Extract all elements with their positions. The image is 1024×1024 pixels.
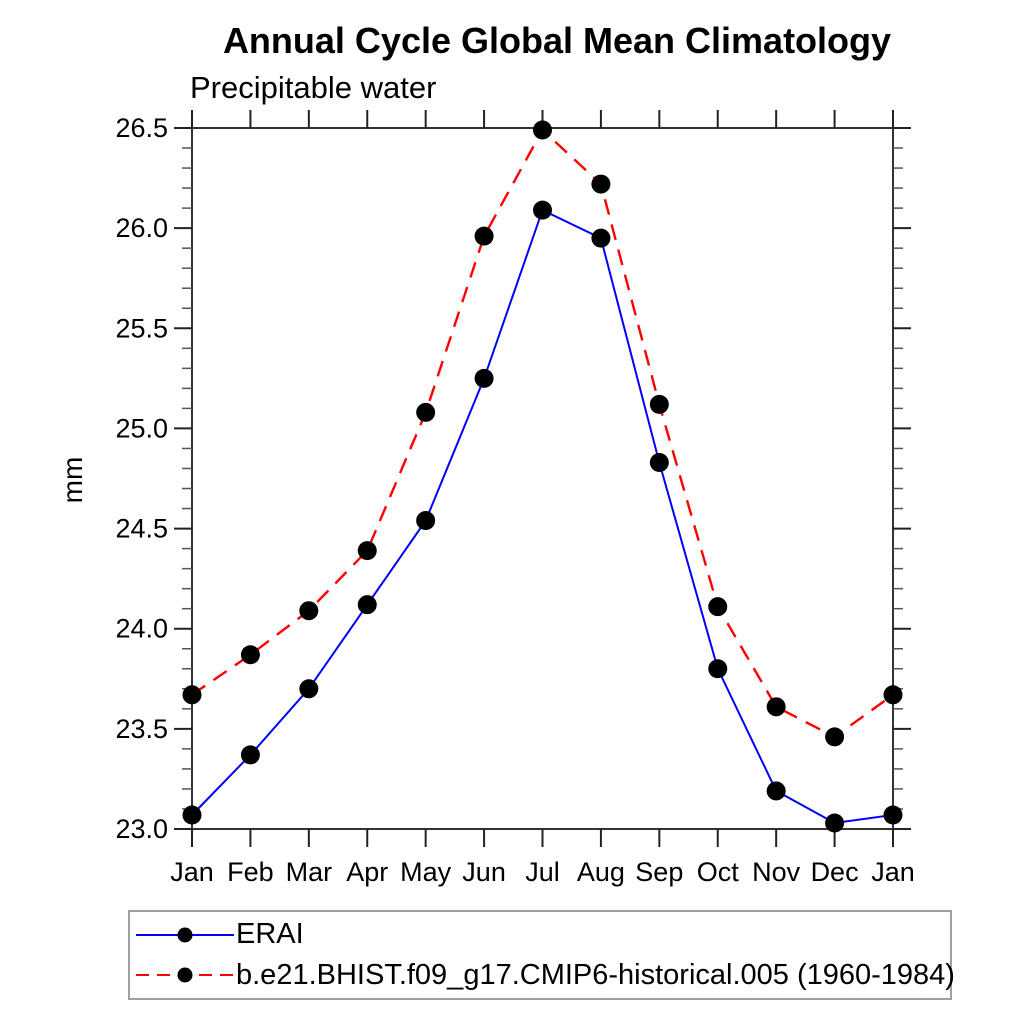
- data-point-marker: [240, 745, 260, 765]
- data-point-marker: [825, 813, 845, 833]
- x-tick-label: Oct: [697, 857, 740, 887]
- data-point-marker: [708, 659, 728, 679]
- data-point-marker: [766, 697, 786, 717]
- y-tick-label: 25.0: [115, 413, 168, 443]
- x-tick-label: Aug: [577, 857, 625, 887]
- data-point-marker: [825, 727, 845, 747]
- data-point-marker: [883, 805, 903, 825]
- data-point-marker: [182, 685, 202, 705]
- data-point-marker: [591, 228, 611, 248]
- legend-item-model: b.e21.BHIST.f09_g17.CMIP6-historical.005…: [134, 957, 955, 993]
- x-tick-label: Nov: [752, 857, 801, 887]
- data-point-marker: [649, 394, 669, 414]
- data-point-marker: [299, 679, 319, 699]
- x-tick-label: Jul: [525, 857, 560, 887]
- y-tick-label: 23.0: [115, 814, 168, 844]
- data-point-marker: [883, 685, 903, 705]
- data-point-marker: [708, 597, 728, 617]
- x-tick-label: May: [400, 857, 452, 887]
- data-point-marker: [766, 781, 786, 801]
- y-tick-label: 23.5: [115, 714, 168, 744]
- data-point-marker: [474, 368, 494, 388]
- chart-subtitle: Precipitable water: [190, 70, 437, 105]
- x-tick-label: Jun: [462, 857, 506, 887]
- series-line-0: [191, 208, 894, 825]
- data-point-marker: [474, 226, 494, 246]
- x-tick-label: Sep: [635, 857, 683, 887]
- plot-frame: [191, 127, 894, 830]
- y-tick-label: 25.5: [115, 313, 168, 343]
- legend-label-model: b.e21.BHIST.f09_g17.CMIP6-historical.005…: [236, 958, 955, 991]
- x-tick-label: Feb: [227, 857, 274, 887]
- legend-label-erai: ERAI: [236, 918, 304, 951]
- data-point-marker: [649, 452, 669, 472]
- data-point-marker: [299, 601, 319, 621]
- legend: ERAI b.e21.BHIST.f09_g17.CMIP6-historica…: [128, 910, 955, 1000]
- chart-title: Annual Cycle Global Mean Climatology: [222, 20, 892, 61]
- data-point-marker: [416, 511, 436, 531]
- y-tick-label: 24.0: [115, 614, 168, 644]
- data-point-marker: [182, 805, 202, 825]
- x-tick-label: Jan: [871, 857, 915, 887]
- y-tick-label: 26.0: [115, 213, 168, 243]
- model-dashed-line-sample-icon: [136, 967, 234, 983]
- x-tick-label: Jan: [170, 857, 214, 887]
- data-point-marker: [416, 402, 436, 422]
- data-point-marker: [533, 200, 552, 220]
- erai-line-sample-icon: [136, 927, 234, 943]
- x-tick-label: Apr: [346, 857, 388, 887]
- data-point-marker: [357, 541, 377, 561]
- data-point-marker: [533, 120, 552, 140]
- data-point-marker: [240, 645, 260, 665]
- x-tick-label: Dec: [811, 857, 859, 887]
- data-point-marker: [357, 595, 377, 615]
- legend-item-erai: ERAI: [134, 917, 950, 953]
- series-line-1: [191, 128, 894, 739]
- x-tick-label: Mar: [286, 857, 333, 887]
- data-point-marker: [591, 174, 611, 194]
- y-tick-label: 26.5: [115, 113, 168, 143]
- y-tick-label: 24.5: [115, 514, 168, 544]
